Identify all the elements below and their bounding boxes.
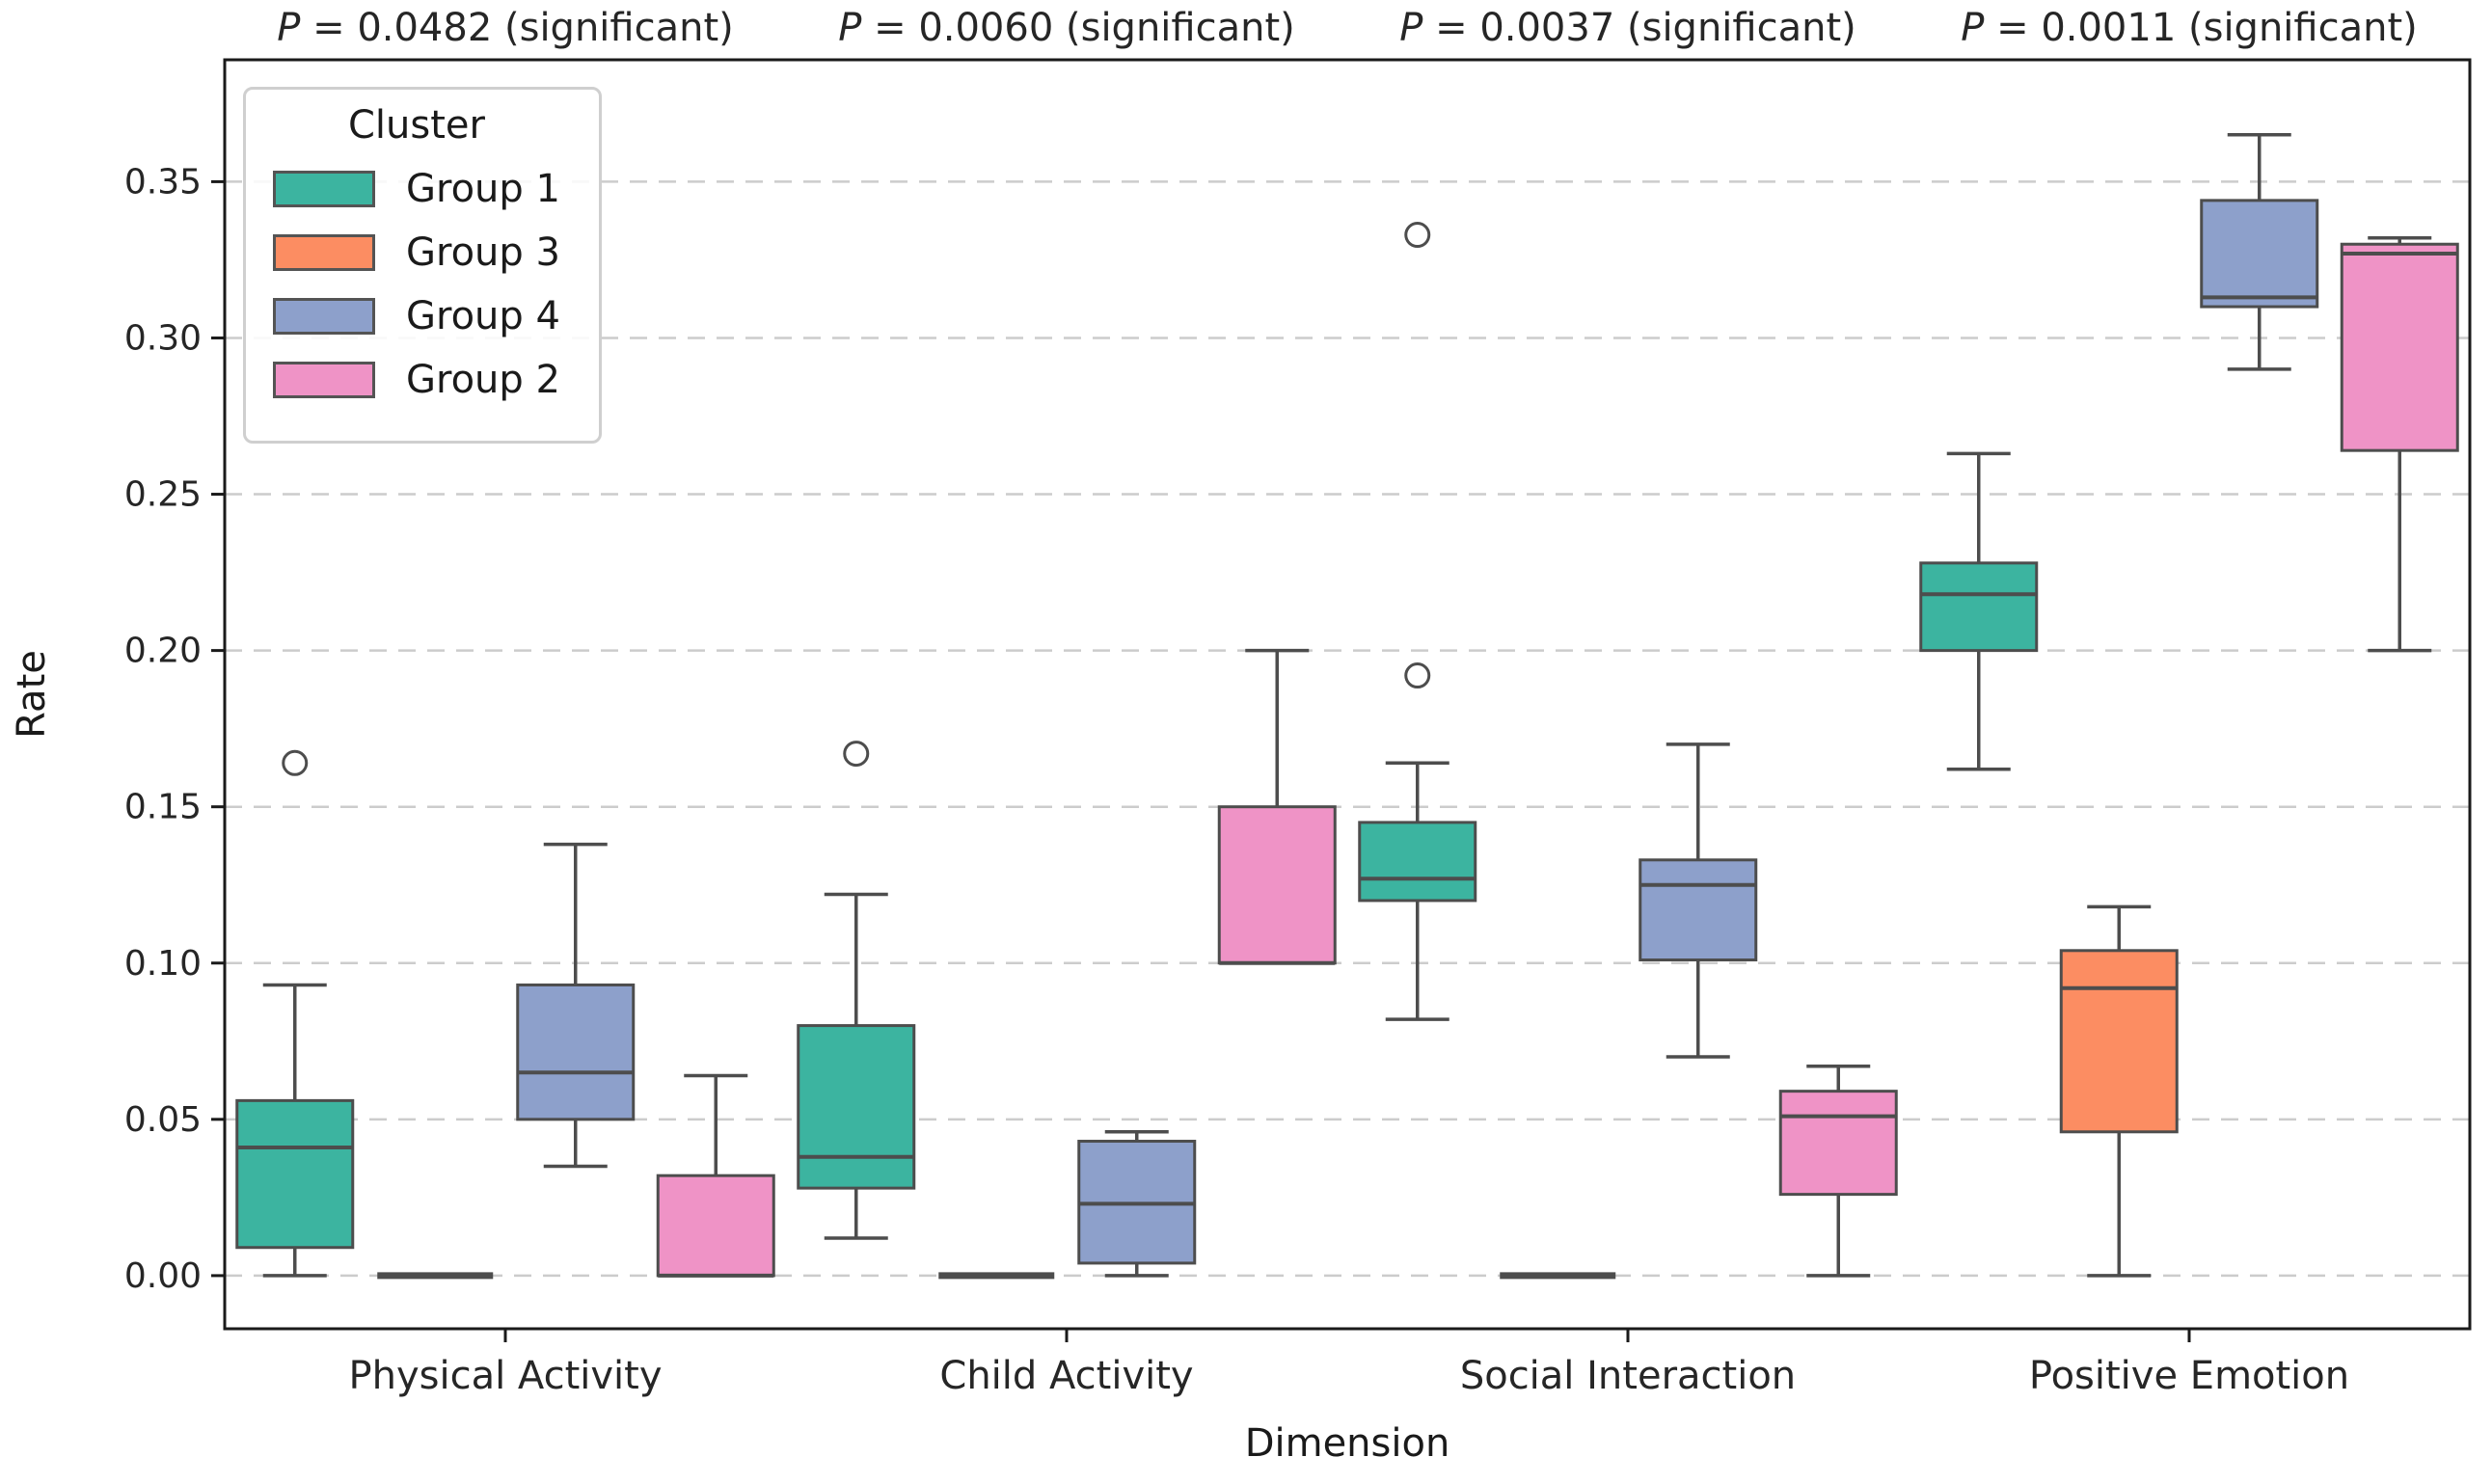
box-layer: [235, 133, 2459, 1280]
y-tick-label: 0.10: [124, 944, 202, 984]
y-tick-label: 0.20: [124, 632, 202, 671]
box-group-1: [1358, 821, 1477, 903]
box-group-2: [1217, 805, 1337, 965]
x-axis-title: Dimension: [1245, 1421, 1450, 1466]
p-value-annotation: P = 0.0482 (significant): [277, 6, 734, 50]
legend-items: Group 1 Group 3 Group 4 Group 2: [273, 167, 560, 402]
box-group-1: [1919, 561, 2039, 653]
legend-item-group-1: Group 1: [273, 167, 560, 211]
legend-item-group-2: Group 2: [273, 358, 560, 402]
legend-label: Group 1: [406, 167, 560, 211]
legend-swatch: [273, 234, 375, 271]
box-group-4: [1639, 858, 1758, 962]
p-value-annotation: P = 0.0011 (significant): [1961, 6, 2418, 50]
box-group-4: [516, 983, 636, 1121]
box-group-1: [235, 1098, 355, 1250]
legend-swatch: [273, 171, 375, 207]
x-tick-label: Child Activity: [939, 1354, 1193, 1398]
box-group-2: [656, 1174, 775, 1278]
x-tick-label: Positive Emotion: [2029, 1354, 2349, 1398]
legend-label: Group 2: [406, 358, 560, 402]
p-value-annotation: P = 0.0037 (significant): [1399, 6, 1856, 50]
y-axis-title: Rate: [10, 650, 54, 739]
y-tick-label: 0.35: [124, 162, 202, 202]
legend-title: Cluster: [347, 103, 485, 148]
legend-item-group-4: Group 4: [273, 294, 560, 338]
box-group-3: [2059, 949, 2179, 1134]
x-tick-label: Social Interaction: [1460, 1354, 1796, 1398]
annotation-layer: P = 0.0482 (significant) P = 0.0060 (sign…: [277, 6, 2418, 50]
legend-item-group-3: Group 3: [273, 230, 560, 275]
y-tick-label: 0.25: [124, 475, 202, 515]
box-group-2: [2340, 242, 2459, 452]
x-tick-label: Physical Activity: [348, 1354, 662, 1398]
y-tick-label: 0.00: [124, 1256, 202, 1296]
box-group-4: [2200, 199, 2319, 309]
y-tick-label: 0.05: [124, 1100, 202, 1140]
outlier-point: [1404, 662, 1431, 689]
legend-label: Group 3: [406, 230, 560, 275]
y-tick-label: 0.15: [124, 788, 202, 827]
outlier-point: [843, 741, 870, 768]
outlier-point: [1404, 222, 1431, 249]
plot-frame: [223, 58, 2472, 1331]
box-group-1: [797, 1024, 916, 1190]
legend-swatch: [273, 298, 375, 335]
box-group-2: [1778, 1090, 1898, 1197]
outlier-point: [282, 749, 309, 776]
legend: Cluster Group 1 Group 3 Group 4 Group 2: [243, 87, 602, 444]
legend-label: Group 4: [406, 294, 560, 338]
legend-swatch: [273, 362, 375, 398]
axis-layer: 0.00 0.05 0.10 0.15 0.20 0.25 0.30 0.35 Physical…: [124, 58, 2472, 1398]
y-tick-label: 0.30: [124, 318, 202, 358]
p-value-annotation: P = 0.0060 (significant): [838, 6, 1295, 50]
